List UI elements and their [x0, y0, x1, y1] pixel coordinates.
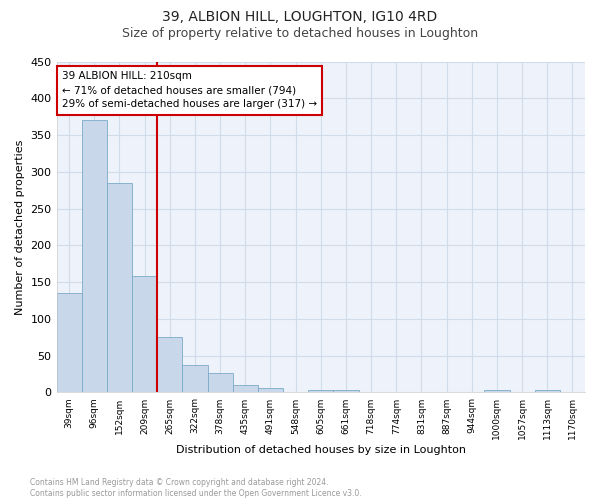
Text: 39 ALBION HILL: 210sqm
← 71% of detached houses are smaller (794)
29% of semi-de: 39 ALBION HILL: 210sqm ← 71% of detached…	[62, 72, 317, 110]
Text: Contains HM Land Registry data © Crown copyright and database right 2024.
Contai: Contains HM Land Registry data © Crown c…	[30, 478, 362, 498]
Bar	[208, 374, 233, 392]
Bar	[182, 364, 208, 392]
Bar	[233, 385, 258, 392]
Text: 39, ALBION HILL, LOUGHTON, IG10 4RD: 39, ALBION HILL, LOUGHTON, IG10 4RD	[163, 10, 437, 24]
Bar	[56, 293, 82, 392]
Bar	[334, 390, 359, 392]
Text: Size of property relative to detached houses in Loughton: Size of property relative to detached ho…	[122, 28, 478, 40]
Bar	[157, 338, 182, 392]
Bar	[82, 120, 107, 392]
Y-axis label: Number of detached properties: Number of detached properties	[15, 140, 25, 314]
X-axis label: Distribution of detached houses by size in Loughton: Distribution of detached houses by size …	[176, 445, 466, 455]
Bar	[258, 388, 283, 392]
Bar	[107, 183, 132, 392]
Bar	[308, 390, 334, 392]
Bar	[484, 390, 509, 392]
Bar	[535, 390, 560, 392]
Bar	[132, 276, 157, 392]
